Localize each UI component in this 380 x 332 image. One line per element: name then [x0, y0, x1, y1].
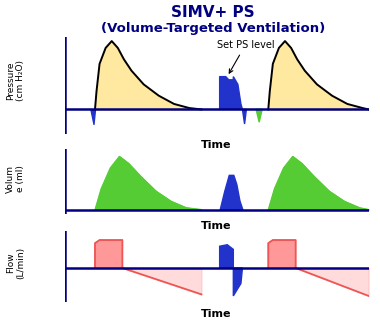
Polygon shape: [242, 110, 246, 124]
Y-axis label: Flow
(L/min): Flow (L/min): [6, 247, 25, 279]
Polygon shape: [256, 110, 262, 122]
X-axis label: Time: Time: [201, 140, 232, 150]
Text: (Volume-Targeted Ventilation): (Volume-Targeted Ventilation): [101, 22, 325, 35]
X-axis label: Time: Time: [201, 309, 232, 319]
Text: SIMV+ PS: SIMV+ PS: [171, 5, 255, 20]
Y-axis label: Pressure
(cm H₂O): Pressure (cm H₂O): [6, 60, 25, 101]
Polygon shape: [268, 240, 296, 268]
Polygon shape: [220, 245, 233, 268]
Polygon shape: [233, 268, 242, 296]
Text: Set PS level: Set PS level: [217, 40, 274, 73]
Y-axis label: Volum
e (ml): Volum e (ml): [6, 165, 25, 193]
X-axis label: Time: Time: [201, 220, 232, 231]
Polygon shape: [220, 77, 242, 110]
Polygon shape: [95, 240, 122, 268]
